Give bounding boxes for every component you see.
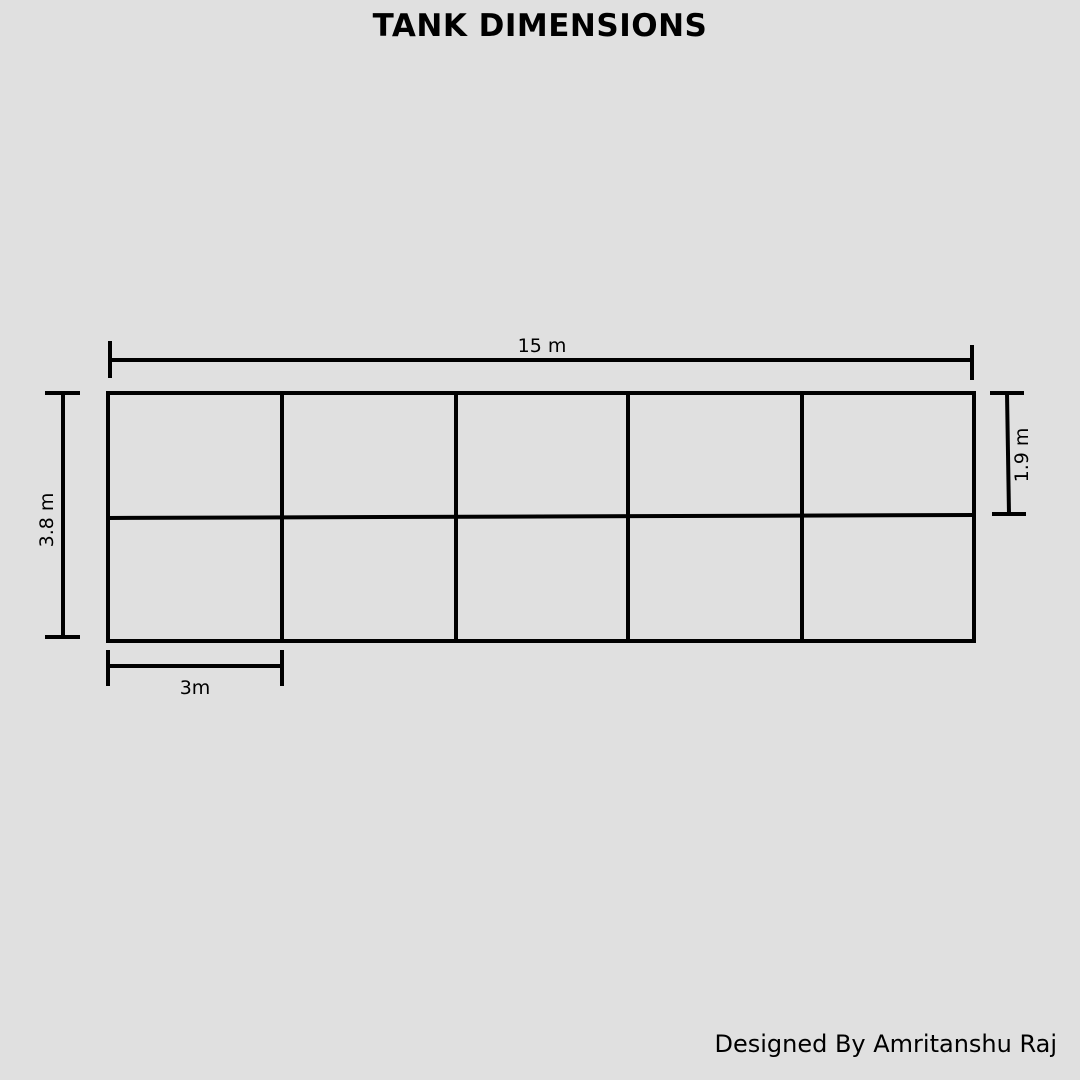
length-dimension-label: 15 m [518,335,567,357]
diagram-title: TANK DIMENSIONS [372,8,708,44]
length-dimension [108,341,974,380]
designer-credit: Designed By Amritanshu Raj [714,1030,1057,1058]
height-dimension [45,391,80,639]
cell-width-dimension-label: 3m [180,677,211,699]
half-height-dimension-label: 1.9 m [1011,428,1033,483]
half-height-dimension-line [1005,392,1011,515]
cell-width-dimension [106,650,284,686]
tank-grid [106,391,976,643]
tank-row-divider [107,513,975,520]
height-dimension-label: 3.8 m [36,493,58,548]
half-height-dimension [990,391,1026,516]
